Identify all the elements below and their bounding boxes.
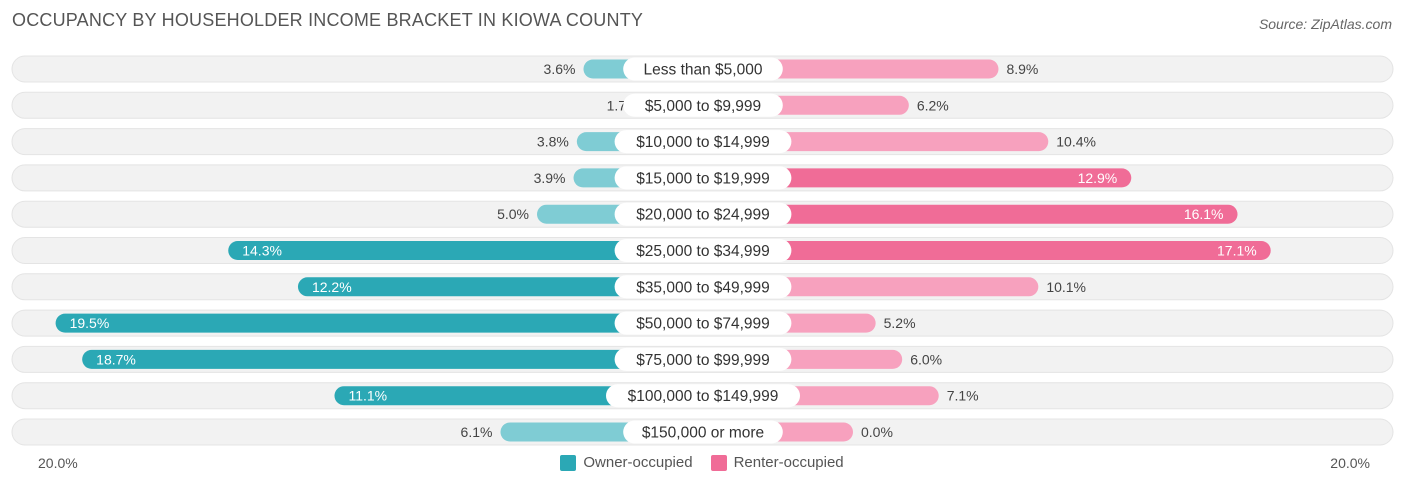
renter-value-label: 17.1% [1217,243,1257,259]
renter-value-label: 10.1% [1046,279,1086,295]
category-label-background [614,275,792,299]
bar-row: 6.1% 0.0% $150,000 or more [11,418,1394,446]
bar-row: 19.5% 5.2% $50,000 to $74,999 [11,309,1394,337]
legend-label-renter: Renter-occupied [733,454,844,471]
bar-row: 14.3% 17.1% $25,000 to $34,999 [11,237,1394,264]
chart-title: OCCUPANCY BY HOUSEHOLDER INCOME BRACKET … [12,10,644,30]
owner-value-label: 3.8% [537,134,569,150]
renter-value-label: 0.0% [861,424,893,440]
legend-item-owner: Owner-occupied [560,454,693,471]
owner-value-label: 18.7% [96,351,136,367]
category-label-background [614,166,792,190]
legend-swatch-owner [560,454,577,471]
renter-value-label: 5.2% [884,315,916,331]
bar-row: 3.9% 12.9% $15,000 to $19,999 [11,164,1394,192]
category-label: $10,000 to $14,999 [636,134,770,151]
renter-value-label: 8.9% [1006,61,1038,77]
owner-value-label: 19.5% [70,315,110,331]
legend-label-owner: Owner-occupied [583,454,693,471]
owner-bar [82,349,713,369]
bar-row: 5.0% 16.1% $20,000 to $24,999 [11,200,1394,228]
category-label-background [614,311,792,335]
renter-value-label: 12.9% [1078,170,1118,186]
owner-value-label: 6.1% [461,424,493,440]
bar-row: 3.6% 8.9% Less than $5,000 [11,55,1394,83]
owner-value-label: 5.0% [497,206,529,222]
category-label-background [614,347,792,371]
category-label: $100,000 to $149,999 [628,388,779,405]
category-label: $20,000 to $24,999 [636,207,770,224]
renter-bar [693,204,1238,224]
legend-swatch-renter [710,454,727,471]
category-label: Less than $5,000 [644,62,763,79]
legend-item-renter: Renter-occupied [710,454,844,471]
category-label-background [623,420,783,444]
category-label-background [614,130,792,154]
renter-bar [693,168,1132,188]
category-label-background [614,202,792,226]
category-label: $25,000 to $34,999 [636,243,770,260]
category-label-background [623,57,783,81]
owner-bar [55,313,713,333]
legend: Owner-occupied Renter-occupied [0,454,1406,471]
category-label-background [623,93,783,117]
owner-value-label: 11.1% [348,388,387,404]
renter-value-label: 16.1% [1184,206,1224,222]
category-label: $150,000 or more [642,425,764,442]
renter-value-label: 7.1% [947,388,979,404]
axis-max-label: 20.0% [1330,455,1370,471]
bar-row: 1.7% 6.2%$5,000 to $9,999 [11,91,1394,119]
category-label: $5,000 to $9,999 [645,98,761,115]
category-label-background [614,239,792,262]
owner-bar [297,277,713,297]
category-label: $75,000 to $99,999 [636,352,770,369]
category-label: $50,000 to $74,999 [636,316,770,333]
bar-row: 12.2% 10.1% $35,000 to $49,999 [11,273,1394,301]
axis-min-label: 20.0% [38,455,78,471]
renter-bar [693,241,1271,260]
owner-value-label: 12.2% [312,279,352,295]
category-label: $15,000 to $19,999 [636,170,770,187]
category-label-background [606,384,800,408]
renter-value-label: 6.0% [910,351,942,367]
owner-value-label: 3.6% [544,61,576,77]
owner-value-label: 14.3% [242,243,282,259]
chart-source: Source: ZipAtlas.com [1258,16,1392,32]
category-label: $35,000 to $49,999 [636,279,770,296]
owner-bar [228,241,713,260]
bar-row: 3.8% 10.4% $10,000 to $14,999 [11,128,1394,156]
bar-row: 18.7% 6.0% $75,000 to $99,999 [11,345,1394,373]
bar-row: 11.1% 7.1% $100,000 to $149,999 [11,382,1394,410]
renter-value-label: 6.2% [917,97,949,113]
owner-value-label: 3.9% [534,170,566,186]
renter-value-label: 10.4% [1056,134,1096,150]
